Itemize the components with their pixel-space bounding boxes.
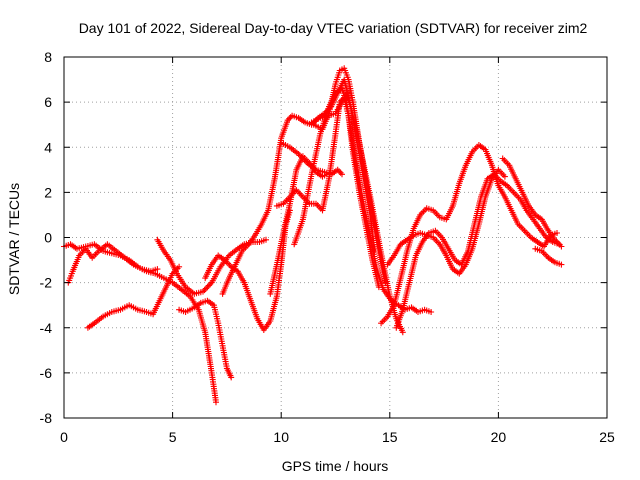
y-tick-label: 2 <box>44 184 52 200</box>
data-point <box>154 266 161 273</box>
data-point <box>382 279 389 286</box>
data-point <box>228 374 235 381</box>
y-axis-label: SDTVAR / TECUs <box>6 183 22 295</box>
data-point <box>554 230 560 236</box>
data-series <box>310 65 389 286</box>
chart-title: Day 101 of 2022, Sidereal Day-to-day VTE… <box>79 20 588 36</box>
data-point <box>263 236 269 243</box>
y-tick-label: 6 <box>44 94 52 110</box>
data-point <box>339 171 345 178</box>
x-tick-label: 10 <box>273 429 289 445</box>
y-tick-label: 8 <box>44 49 52 65</box>
data-layer <box>61 65 565 406</box>
data-point <box>558 261 565 268</box>
data-series <box>176 297 235 381</box>
y-tick-label: -8 <box>40 410 53 426</box>
data-point <box>558 243 565 250</box>
data-series <box>532 245 565 268</box>
data-series <box>378 142 560 327</box>
data-point <box>428 309 435 315</box>
data-point <box>176 263 183 270</box>
data-series <box>61 241 219 406</box>
data-point <box>213 399 219 406</box>
x-tick-label: 5 <box>169 429 177 445</box>
y-tick-label: -4 <box>40 320 53 336</box>
axis-ticks: 0 5 10 15 20 25 -8 -6 -4 -2 0 2 4 6 8 <box>40 49 615 445</box>
y-tick-label: -6 <box>40 365 53 381</box>
y-tick-label: 4 <box>44 139 52 155</box>
data-series <box>65 241 161 286</box>
data-series <box>278 139 345 178</box>
data-series <box>84 263 183 331</box>
data-series <box>267 153 330 297</box>
x-tick-label: 15 <box>382 429 398 445</box>
data-point <box>399 329 406 336</box>
y-tick-label: 0 <box>44 230 52 246</box>
x-tick-label: 25 <box>599 429 615 445</box>
x-tick-label: 0 <box>60 429 68 445</box>
data-series <box>499 155 565 250</box>
y-tick-label: -2 <box>40 275 53 291</box>
x-axis-label: GPS time / hours <box>282 458 389 474</box>
x-tick-label: 20 <box>491 429 507 445</box>
data-point <box>501 173 508 180</box>
data-series <box>393 171 563 331</box>
